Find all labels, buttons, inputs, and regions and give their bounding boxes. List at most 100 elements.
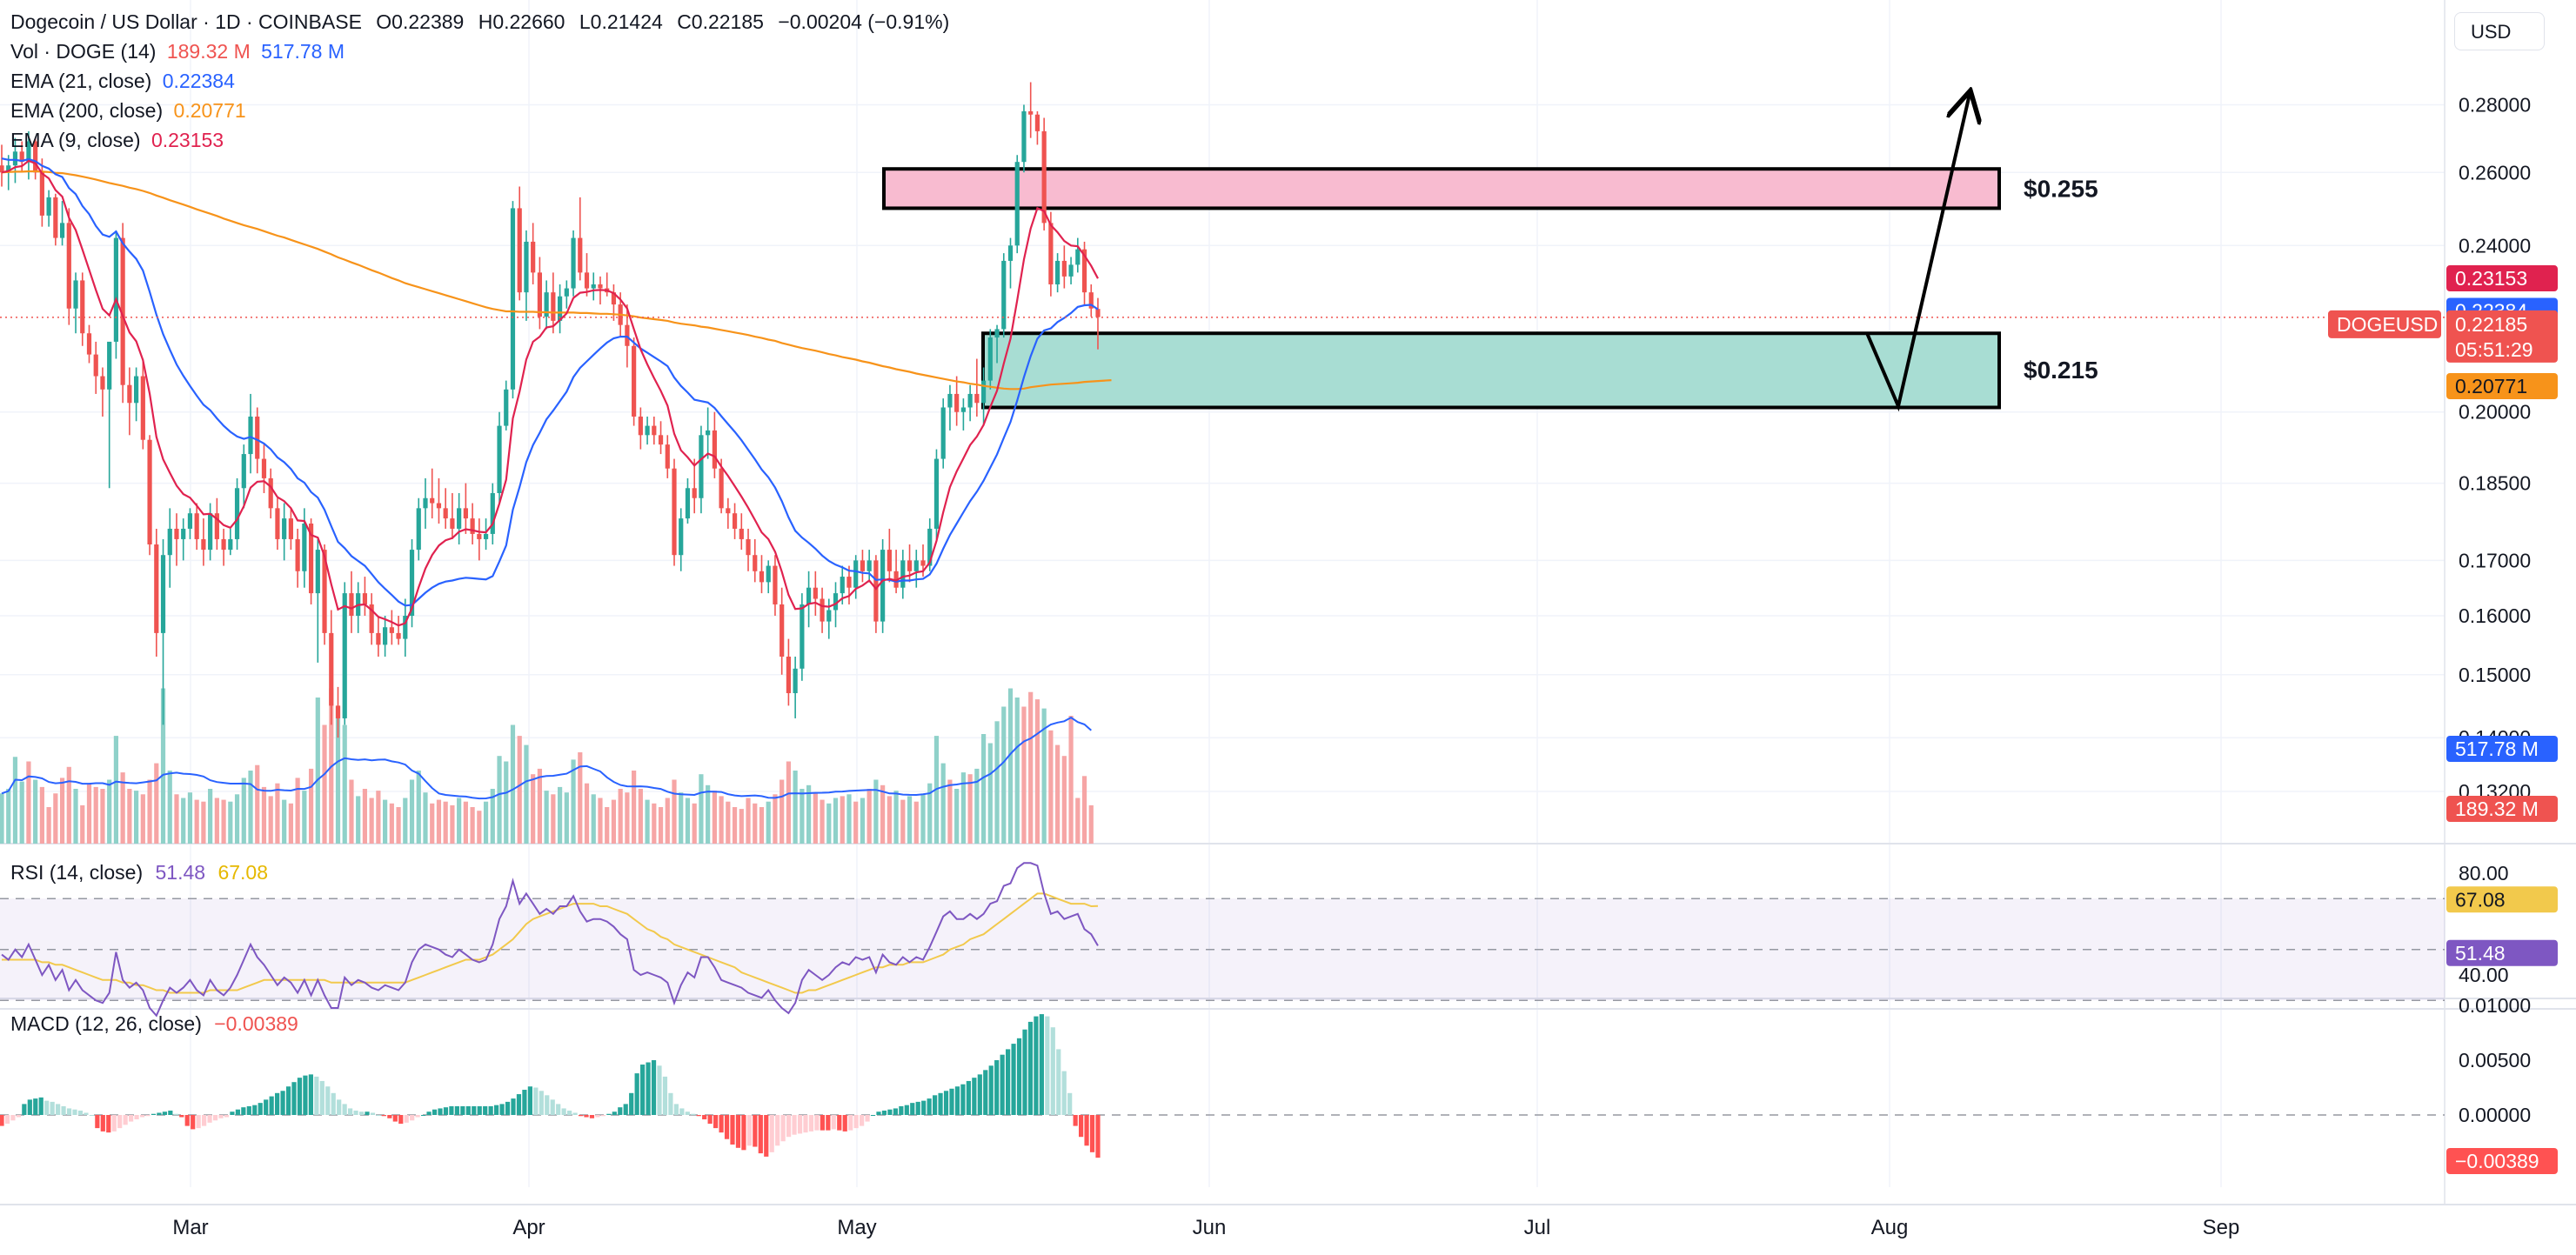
macd-histogram-bar [933,1095,938,1115]
volume-bar [194,799,199,844]
legend-volume[interactable]: Vol · DOGE (14) 189.32 M 517.78 M [10,37,958,66]
volume-bar [658,807,664,844]
volume-bar [605,807,610,844]
volume-bar [1081,776,1087,844]
macd-histogram-bar [730,1115,735,1145]
macd-histogram-bar [1084,1115,1089,1146]
macd-histogram-bar [184,1115,190,1126]
candle-body [376,632,381,645]
candle-body [147,439,152,544]
volume-bar [913,801,919,844]
candle-body [1041,130,1047,224]
candle-body [913,560,919,571]
candle-body [477,533,482,539]
macd-histogram-bar [876,1111,881,1115]
price-tick-label: 0.26000 [2459,161,2531,184]
macd-histogram-bar [477,1105,482,1115]
volume-bar [409,779,415,844]
macd-histogram-bar [342,1104,347,1115]
volume-bar [396,807,401,844]
candle-body [544,292,549,317]
volume-bar [1041,708,1047,844]
rsi-legend[interactable]: RSI (14, close) 51.48 67.08 [10,861,268,885]
volume-bar [551,794,556,844]
macd-histogram-bar [589,1115,595,1118]
macd-histogram-bar [488,1105,493,1115]
candle-body [39,172,44,216]
macd-histogram-bar [848,1115,853,1131]
macd-histogram-bar [337,1099,342,1115]
candle-body [234,488,240,539]
macd-histogram-bar [264,1099,269,1115]
volume-bar [692,803,697,844]
macd-histogram-bar [1067,1092,1073,1115]
volume-bar [625,792,630,844]
candle-body [6,165,11,173]
macd-histogram-bar [269,1096,274,1115]
macd-histogram-bar [921,1100,927,1115]
candle-body [322,550,327,633]
candle-body [806,587,812,604]
macd-histogram-bar [735,1115,741,1148]
ema21-line [1,157,1099,607]
macd-legend[interactable]: MACD (12, 26, close) −0.00389 [10,1012,298,1036]
volume-bar [887,796,892,844]
candle-body [672,468,677,556]
volume-bar [900,799,906,844]
macd-histogram-bar [370,1112,376,1115]
legend-ema9[interactable]: EMA (9, close) 0.23153 [10,125,958,155]
volume-bar [786,761,792,844]
vol-badge: 189.32 M [2455,798,2539,820]
rsi-pane [0,862,2445,1018]
volume-bar [201,801,206,844]
macd-histogram-bar [753,1115,758,1147]
volume-bar [120,772,125,844]
volume-bar [665,798,670,844]
volume-bar [980,734,987,844]
volume-bar [793,771,798,844]
candle-body [517,208,522,293]
ema9-value: 0.23153 [151,129,224,151]
candle-body [753,555,758,571]
macd-histogram-bar [218,1115,224,1118]
macd-value: −0.00389 [214,1012,298,1035]
macd-histogram-bar [258,1103,263,1115]
volume-bar [672,779,677,844]
macd-histogram-bar [679,1108,685,1115]
currency-button[interactable]: USD [2454,12,2545,50]
vol-ma-badge-bg [2446,736,2558,762]
candle-body [571,237,576,289]
volume-bar [927,783,933,844]
volume-bar [349,779,354,844]
legend-ema200[interactable]: EMA (200, close) 0.20771 [10,96,958,125]
macd-histogram-bar [1089,1115,1095,1152]
volume-bar [880,784,886,844]
volume-bar [369,798,374,844]
macd-histogram-bar [56,1104,61,1115]
rsi-badge: 51.48 [2455,942,2506,965]
candle-body [994,329,1000,338]
support-zone [981,331,2001,410]
volume-bar [100,789,105,844]
candle-body [295,538,300,571]
macd-histogram-bar [134,1115,139,1120]
macd-histogram-bar [618,1107,623,1115]
legend-ema21[interactable]: EMA (21, close) 0.22384 [10,66,958,96]
macd-histogram-bar [16,1115,21,1118]
macd-histogram-bar [629,1092,634,1115]
volume-bar [510,724,516,844]
candle-body [1034,114,1040,131]
macd-histogram-bar [511,1098,516,1115]
candle-body [12,151,18,166]
candle-body [120,237,125,385]
volume-bar [739,809,744,844]
symbol-title[interactable]: Dogecoin / US Dollar · 1D · COINBASE [10,10,362,33]
macd-badge-bg [2446,1148,2558,1175]
macd-histogram-bar [145,1115,151,1117]
volume-bar [611,799,617,844]
macd-histogram-bar [668,1092,673,1115]
macd-histogram-bar [584,1115,589,1118]
macd-histogram-bar [275,1092,280,1115]
price-tick-label: 0.16000 [2459,604,2531,627]
